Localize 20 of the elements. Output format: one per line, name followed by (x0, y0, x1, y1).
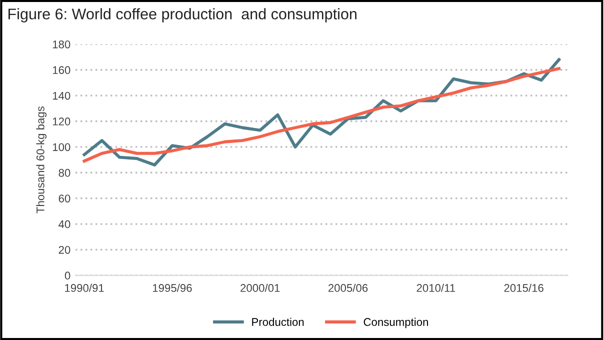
y-tick-label: 160 (52, 66, 70, 74)
legend-label: Production (252, 318, 304, 326)
x-tick-label: 2000/01 (240, 284, 280, 292)
x-tick-label: 2015/16 (504, 284, 544, 292)
y-tick-label: 20 (58, 246, 70, 254)
chart-title: Figure 6: World coffee production and consumption (8, 8, 356, 22)
y-tick-label: 40 (58, 220, 70, 228)
x-tick-label: 1995/96 (152, 284, 192, 292)
y-tick-label: 180 (52, 40, 70, 48)
x-tick-label: 2005/06 (328, 284, 368, 292)
y-tick-label: 120 (52, 118, 70, 126)
y-tick-label: 100 (52, 143, 70, 152)
y-tick-label: 60 (58, 194, 70, 202)
legend-label: Consumption (364, 318, 428, 328)
y-tick-label: 0 (64, 272, 70, 280)
y-tick-label: 80 (58, 168, 70, 177)
y-tick-label: 140 (52, 92, 70, 100)
x-tick-label: 2010/11 (416, 284, 456, 292)
x-tick-label: 1990/91 (65, 284, 104, 292)
y-axis-title: Thousand 60-kg bags (36, 106, 47, 214)
